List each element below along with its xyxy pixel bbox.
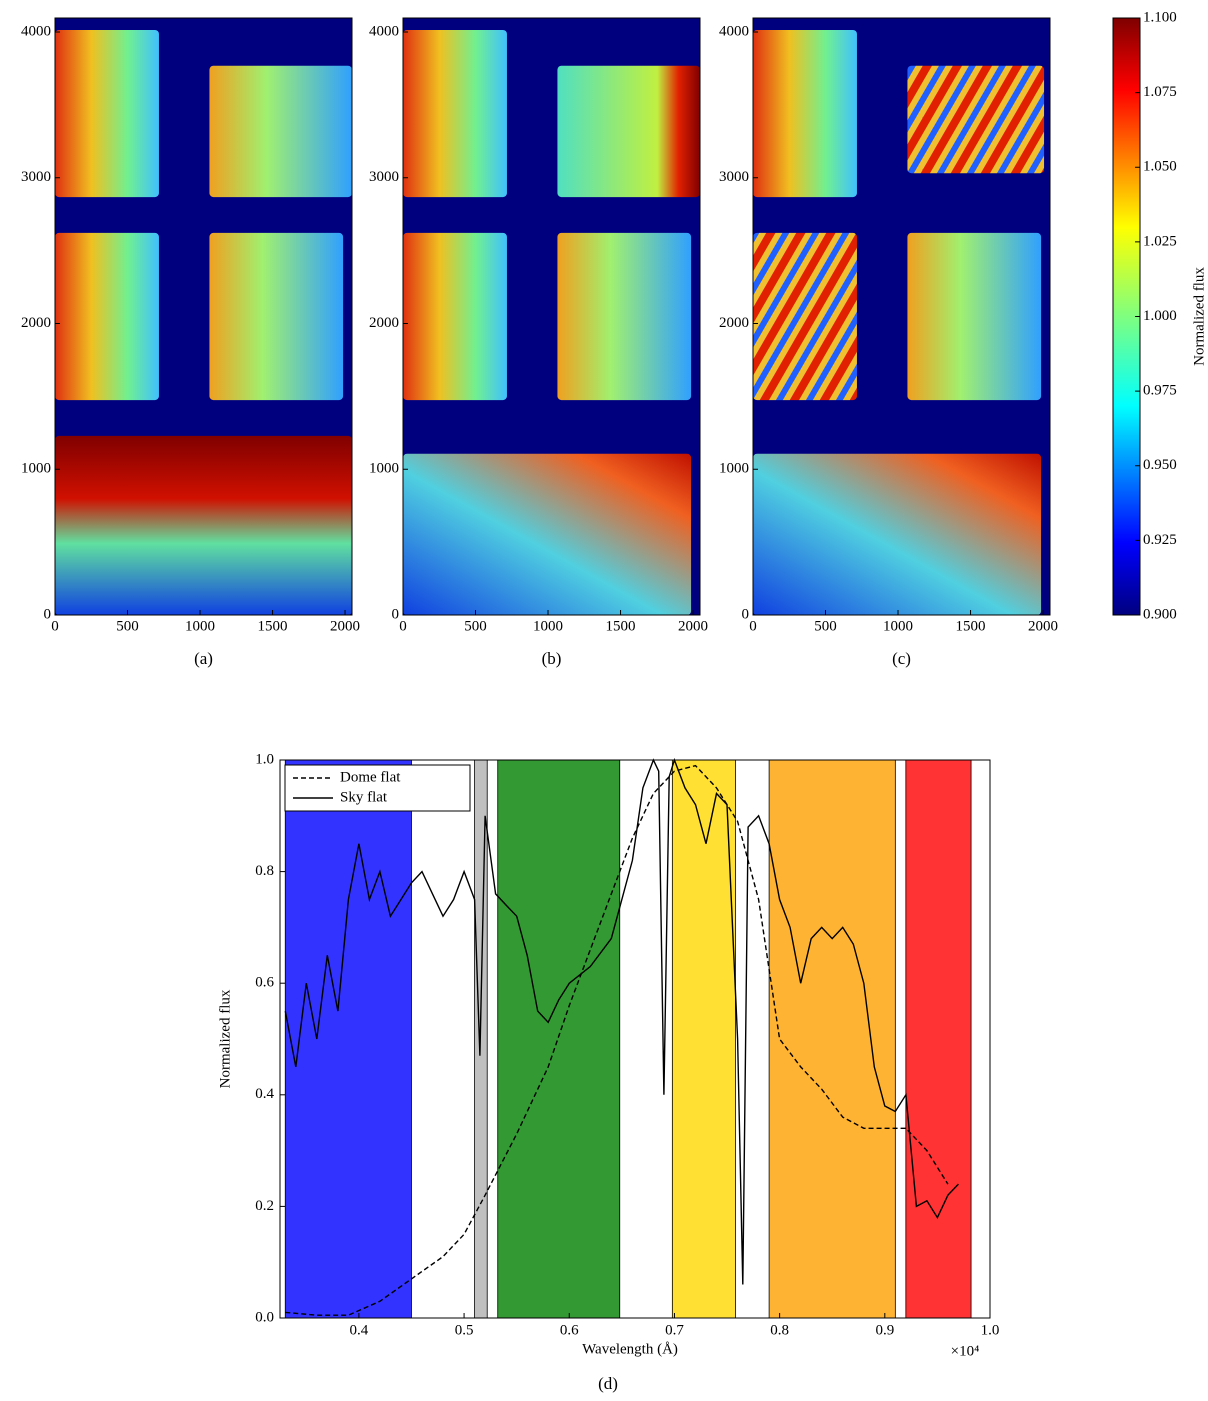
colorbar-tick-label: 0.925	[1143, 532, 1177, 548]
axes-frame	[402, 17, 701, 616]
image-region	[907, 232, 1042, 401]
x-tick-label: 1500	[956, 618, 986, 634]
axes-frame	[279, 759, 991, 1319]
axes-frame	[54, 17, 353, 616]
image-region	[209, 65, 352, 198]
x-tick-label: 2000	[330, 618, 360, 634]
band	[768, 759, 896, 1319]
y-tick-label: 1000	[21, 461, 51, 477]
y-tick-label: 1000	[369, 461, 399, 477]
band	[497, 759, 621, 1319]
colorbar-tick-label: 0.975	[1143, 383, 1177, 399]
caption: (b)	[542, 649, 562, 668]
colorbar-tick-label: 1.075	[1143, 84, 1177, 100]
image-region	[557, 232, 692, 401]
image-region	[209, 232, 344, 401]
colorbar-label: Normalized flux	[1191, 267, 1207, 366]
image-region	[55, 232, 159, 401]
x-tick-label: 0.7	[665, 1322, 684, 1338]
image-region	[403, 453, 692, 615]
x-tick-label: 1500	[258, 618, 288, 634]
x-offset-label: ×10⁴	[951, 1343, 980, 1359]
y-tick-label: 0.2	[255, 1198, 274, 1214]
image-region	[753, 453, 1042, 615]
y-tick-label: 0.4	[255, 1086, 274, 1102]
legend-box	[284, 764, 471, 812]
image-region	[55, 435, 352, 615]
y-tick-label: 0	[44, 606, 52, 622]
x-tick-label: 1500	[606, 618, 636, 634]
x-tick-label: 1000	[185, 618, 215, 634]
x-tick-label: 0	[399, 618, 407, 634]
image-region	[55, 29, 159, 198]
colorbar-tick-label: 1.050	[1143, 159, 1177, 175]
legend: Dome flat Sky flat	[284, 764, 471, 812]
y-tick-label: 0.0	[255, 1309, 274, 1325]
line-series	[284, 757, 959, 1285]
image-region	[753, 232, 857, 401]
y-tick-label: 3000	[21, 169, 51, 185]
legend-label: Dome flat	[340, 769, 401, 785]
y-tick-label: 0	[392, 606, 400, 622]
y-tick-label: 0.6	[255, 975, 274, 991]
x-tick-label: 0.5	[455, 1322, 474, 1338]
y-tick-label: 4000	[21, 23, 51, 39]
y-tick-label: 0.8	[255, 863, 274, 879]
y-tick-label: 1.0	[255, 751, 274, 767]
band	[671, 759, 736, 1319]
x-tick-label: 0.9	[875, 1322, 894, 1338]
caption: (c)	[892, 649, 911, 668]
x-tick-label: 1.0	[981, 1322, 1000, 1338]
y-tick-label: 0	[742, 606, 750, 622]
legend-label: Sky flat	[340, 789, 388, 805]
y-tick-label: 1000	[719, 461, 749, 477]
image-region	[753, 29, 857, 198]
y-axis-label: Normalized flux	[217, 989, 233, 1088]
band	[284, 759, 412, 1319]
y-tick-label: 4000	[719, 23, 749, 39]
x-tick-label: 500	[116, 618, 139, 634]
colorbar-tick-label: 0.950	[1143, 457, 1177, 473]
colorbar-tick-label: 1.100	[1143, 9, 1177, 25]
x-tick-label: 500	[814, 618, 837, 634]
line-series	[285, 764, 949, 1316]
x-tick-label: 1000	[533, 618, 563, 634]
y-tick-label: 2000	[21, 315, 51, 331]
caption: (d)	[598, 1374, 618, 1393]
image-region	[403, 232, 507, 401]
x-tick-label: 1000	[883, 618, 913, 634]
x-tick-label: 0.8	[770, 1322, 789, 1338]
colorbar-tick-label: 0.900	[1143, 606, 1177, 622]
caption: (a)	[194, 649, 213, 668]
colorbar-tick-label: 1.025	[1143, 233, 1177, 249]
x-tick-label: 0.4	[350, 1322, 369, 1338]
image-region	[907, 65, 1045, 174]
image-region	[557, 65, 700, 198]
y-tick-label: 3000	[719, 169, 749, 185]
y-tick-label: 4000	[369, 23, 399, 39]
colorbar-tick-label: 1.000	[1143, 308, 1177, 324]
x-axis-label: Wavelength (Å)	[582, 1341, 678, 1357]
x-tick-label: 0	[749, 618, 757, 634]
y-tick-label: 2000	[369, 315, 399, 331]
y-tick-label: 2000	[719, 315, 749, 331]
image-region	[403, 29, 507, 198]
x-tick-label: 2000	[678, 618, 708, 634]
x-tick-label: 2000	[1028, 618, 1058, 634]
x-tick-label: 0.6	[560, 1322, 579, 1338]
axes-frame	[752, 17, 1051, 616]
x-tick-label: 500	[464, 618, 487, 634]
band	[905, 759, 972, 1319]
y-tick-label: 3000	[369, 169, 399, 185]
x-tick-label: 0	[51, 618, 59, 634]
